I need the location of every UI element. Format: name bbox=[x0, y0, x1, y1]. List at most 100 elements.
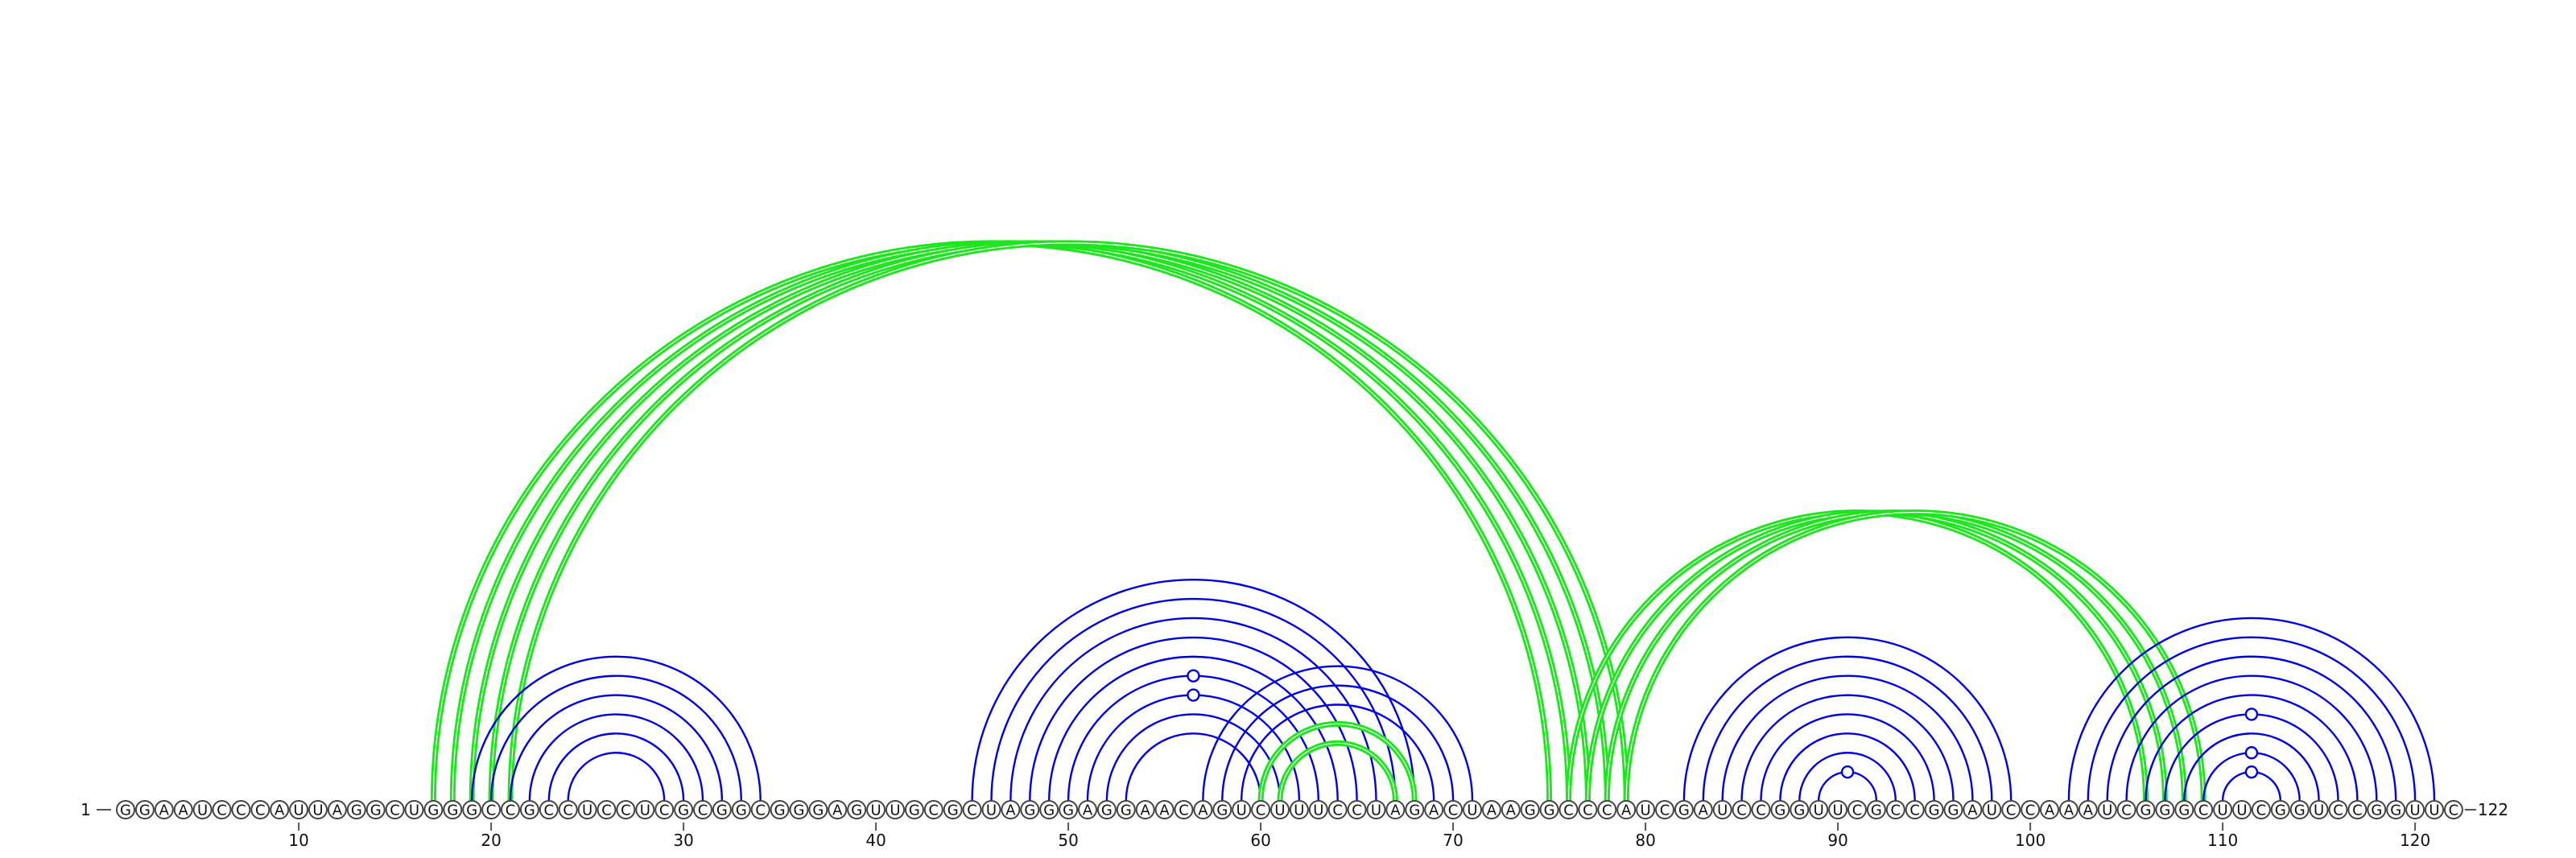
arc-marker bbox=[1840, 765, 1855, 779]
nucleotide-circle bbox=[1443, 800, 1463, 819]
nucleotide-letter: G bbox=[2390, 802, 2401, 819]
nucleotide: C bbox=[1174, 800, 1194, 819]
nucleotide: C bbox=[1847, 800, 1867, 819]
nucleotide-circle bbox=[1424, 800, 1444, 819]
nucleotide-letter: G bbox=[2140, 802, 2152, 819]
nucleotide-letter: A bbox=[1390, 802, 1401, 819]
nucleotide-letter: C bbox=[1660, 802, 1670, 819]
nucleotide: A bbox=[327, 800, 347, 819]
pseudoknot-arc-inner bbox=[452, 242, 1570, 802]
arc-marker bbox=[1187, 688, 1200, 702]
nucleotide: G bbox=[1520, 800, 1540, 819]
nucleotide-circle bbox=[847, 800, 867, 819]
nucleotide-letter: G bbox=[774, 802, 786, 819]
nucleotide-circle bbox=[923, 800, 943, 819]
nucleotide-circle bbox=[981, 800, 1001, 819]
nucleotide: C bbox=[1885, 800, 1905, 819]
nucleotide-circle bbox=[192, 800, 213, 819]
tick-label: 10 bbox=[288, 831, 308, 850]
nucleotide-circle bbox=[1193, 800, 1213, 819]
nucleotide-circle bbox=[1943, 800, 1963, 819]
nucleotide: U bbox=[1982, 800, 2002, 819]
nucleotide-circle bbox=[1212, 800, 1232, 819]
arc-marker bbox=[2244, 707, 2259, 721]
base-pair-arc bbox=[547, 732, 685, 802]
nucleotide-letter: U bbox=[2102, 802, 2112, 819]
nucleotide-circle bbox=[616, 800, 636, 819]
nucleotide-letter: C bbox=[217, 802, 227, 819]
nucleotide-letter: C bbox=[544, 802, 555, 819]
arc-marker bbox=[1187, 669, 1200, 683]
nucleotide-letter: C bbox=[1736, 802, 1747, 819]
nucleotide: G bbox=[2174, 800, 2194, 819]
base-pair-arc bbox=[1029, 636, 1358, 802]
nucleotide-circle bbox=[770, 800, 790, 819]
nucleotide: U bbox=[2213, 800, 2233, 819]
nucleotide: A bbox=[1501, 800, 1521, 819]
nucleotide-circle bbox=[2155, 800, 2175, 819]
nucleotide: G bbox=[346, 800, 366, 819]
arc-marker bbox=[2244, 765, 2259, 779]
nucleotide-circle bbox=[635, 800, 655, 819]
nucleotide-circle bbox=[1520, 800, 1540, 819]
nucleotide-letter: C bbox=[929, 802, 939, 819]
base-pair-arc bbox=[1798, 752, 1897, 802]
nucleotide-letter: G bbox=[1544, 802, 1555, 819]
nucleotide-circle bbox=[270, 800, 290, 819]
nucleotide-circle bbox=[1770, 800, 1790, 819]
nucleotide-letter: G bbox=[1525, 802, 1536, 819]
nucleotide-circle bbox=[1693, 800, 1713, 819]
nucleotide: G bbox=[116, 800, 135, 819]
base-pair-arcs bbox=[430, 240, 2436, 802]
nucleotide-letter: U bbox=[1987, 802, 1997, 819]
nucleotide: C bbox=[1443, 800, 1463, 819]
nucleotide: G bbox=[904, 800, 924, 819]
nucleotide-circle bbox=[1327, 800, 1348, 819]
nucleotide-circle bbox=[886, 800, 905, 819]
nucleotide-circle bbox=[1790, 800, 1810, 819]
nucleotide-circle bbox=[558, 800, 578, 819]
nucleotide-letter: G bbox=[812, 802, 824, 819]
nucleotide-letter: C bbox=[659, 802, 670, 819]
nucleotide-letter: C bbox=[486, 802, 497, 819]
nucleotide-letter: C bbox=[506, 802, 516, 819]
nucleotide-circle bbox=[1712, 800, 1732, 819]
nucleotide-circle bbox=[1847, 800, 1867, 819]
nucleotide-letter: U bbox=[1274, 802, 1285, 819]
nucleotide: C bbox=[2251, 800, 2271, 819]
nucleotide: A bbox=[1963, 800, 1983, 819]
nucleotide: C bbox=[212, 800, 232, 819]
nucleotide: C bbox=[558, 800, 578, 819]
nucleotide: C bbox=[1327, 800, 1348, 819]
pseudoknot-arc bbox=[1604, 509, 2187, 802]
nucleotide: U bbox=[577, 800, 597, 819]
nucleotide-circle bbox=[712, 800, 732, 819]
nucleotide-circle bbox=[1463, 800, 1482, 819]
nucleotide-letter: C bbox=[1448, 802, 1459, 819]
nucleotide: G bbox=[1943, 800, 1963, 819]
nucleotide-letter: C bbox=[1602, 802, 1612, 819]
nucleotide: C bbox=[1251, 800, 1271, 819]
nucleotide: C bbox=[231, 800, 251, 819]
pseudoknot-arc-inner bbox=[1587, 511, 2165, 802]
nucleotide-circle bbox=[1809, 800, 1829, 819]
nucleotide-letter: A bbox=[1005, 802, 1016, 819]
nucleotide-circle bbox=[828, 800, 848, 819]
nucleotide: G bbox=[2270, 800, 2290, 819]
base-pair-arc bbox=[528, 713, 704, 802]
nucleotide: G bbox=[1405, 800, 1425, 819]
nucleotide-letter: G bbox=[466, 802, 477, 819]
nucleotide-circle bbox=[1963, 800, 1983, 819]
nucleotide-letter: U bbox=[986, 802, 997, 819]
nucleotide: G bbox=[1116, 800, 1136, 819]
nucleotide-circle bbox=[154, 800, 174, 819]
nucleotide: U bbox=[886, 800, 905, 819]
nucleotide: A bbox=[828, 800, 848, 819]
nucleotide-letter: A bbox=[1198, 802, 1208, 819]
nucleotide-circle bbox=[2058, 800, 2079, 819]
base-pair-arc bbox=[1009, 617, 1377, 802]
nucleotide-circle bbox=[2213, 800, 2233, 819]
nucleotide-letter: G bbox=[2275, 802, 2286, 819]
tick-label: 30 bbox=[673, 831, 693, 850]
nucleotide-letter: G bbox=[1794, 802, 1805, 819]
